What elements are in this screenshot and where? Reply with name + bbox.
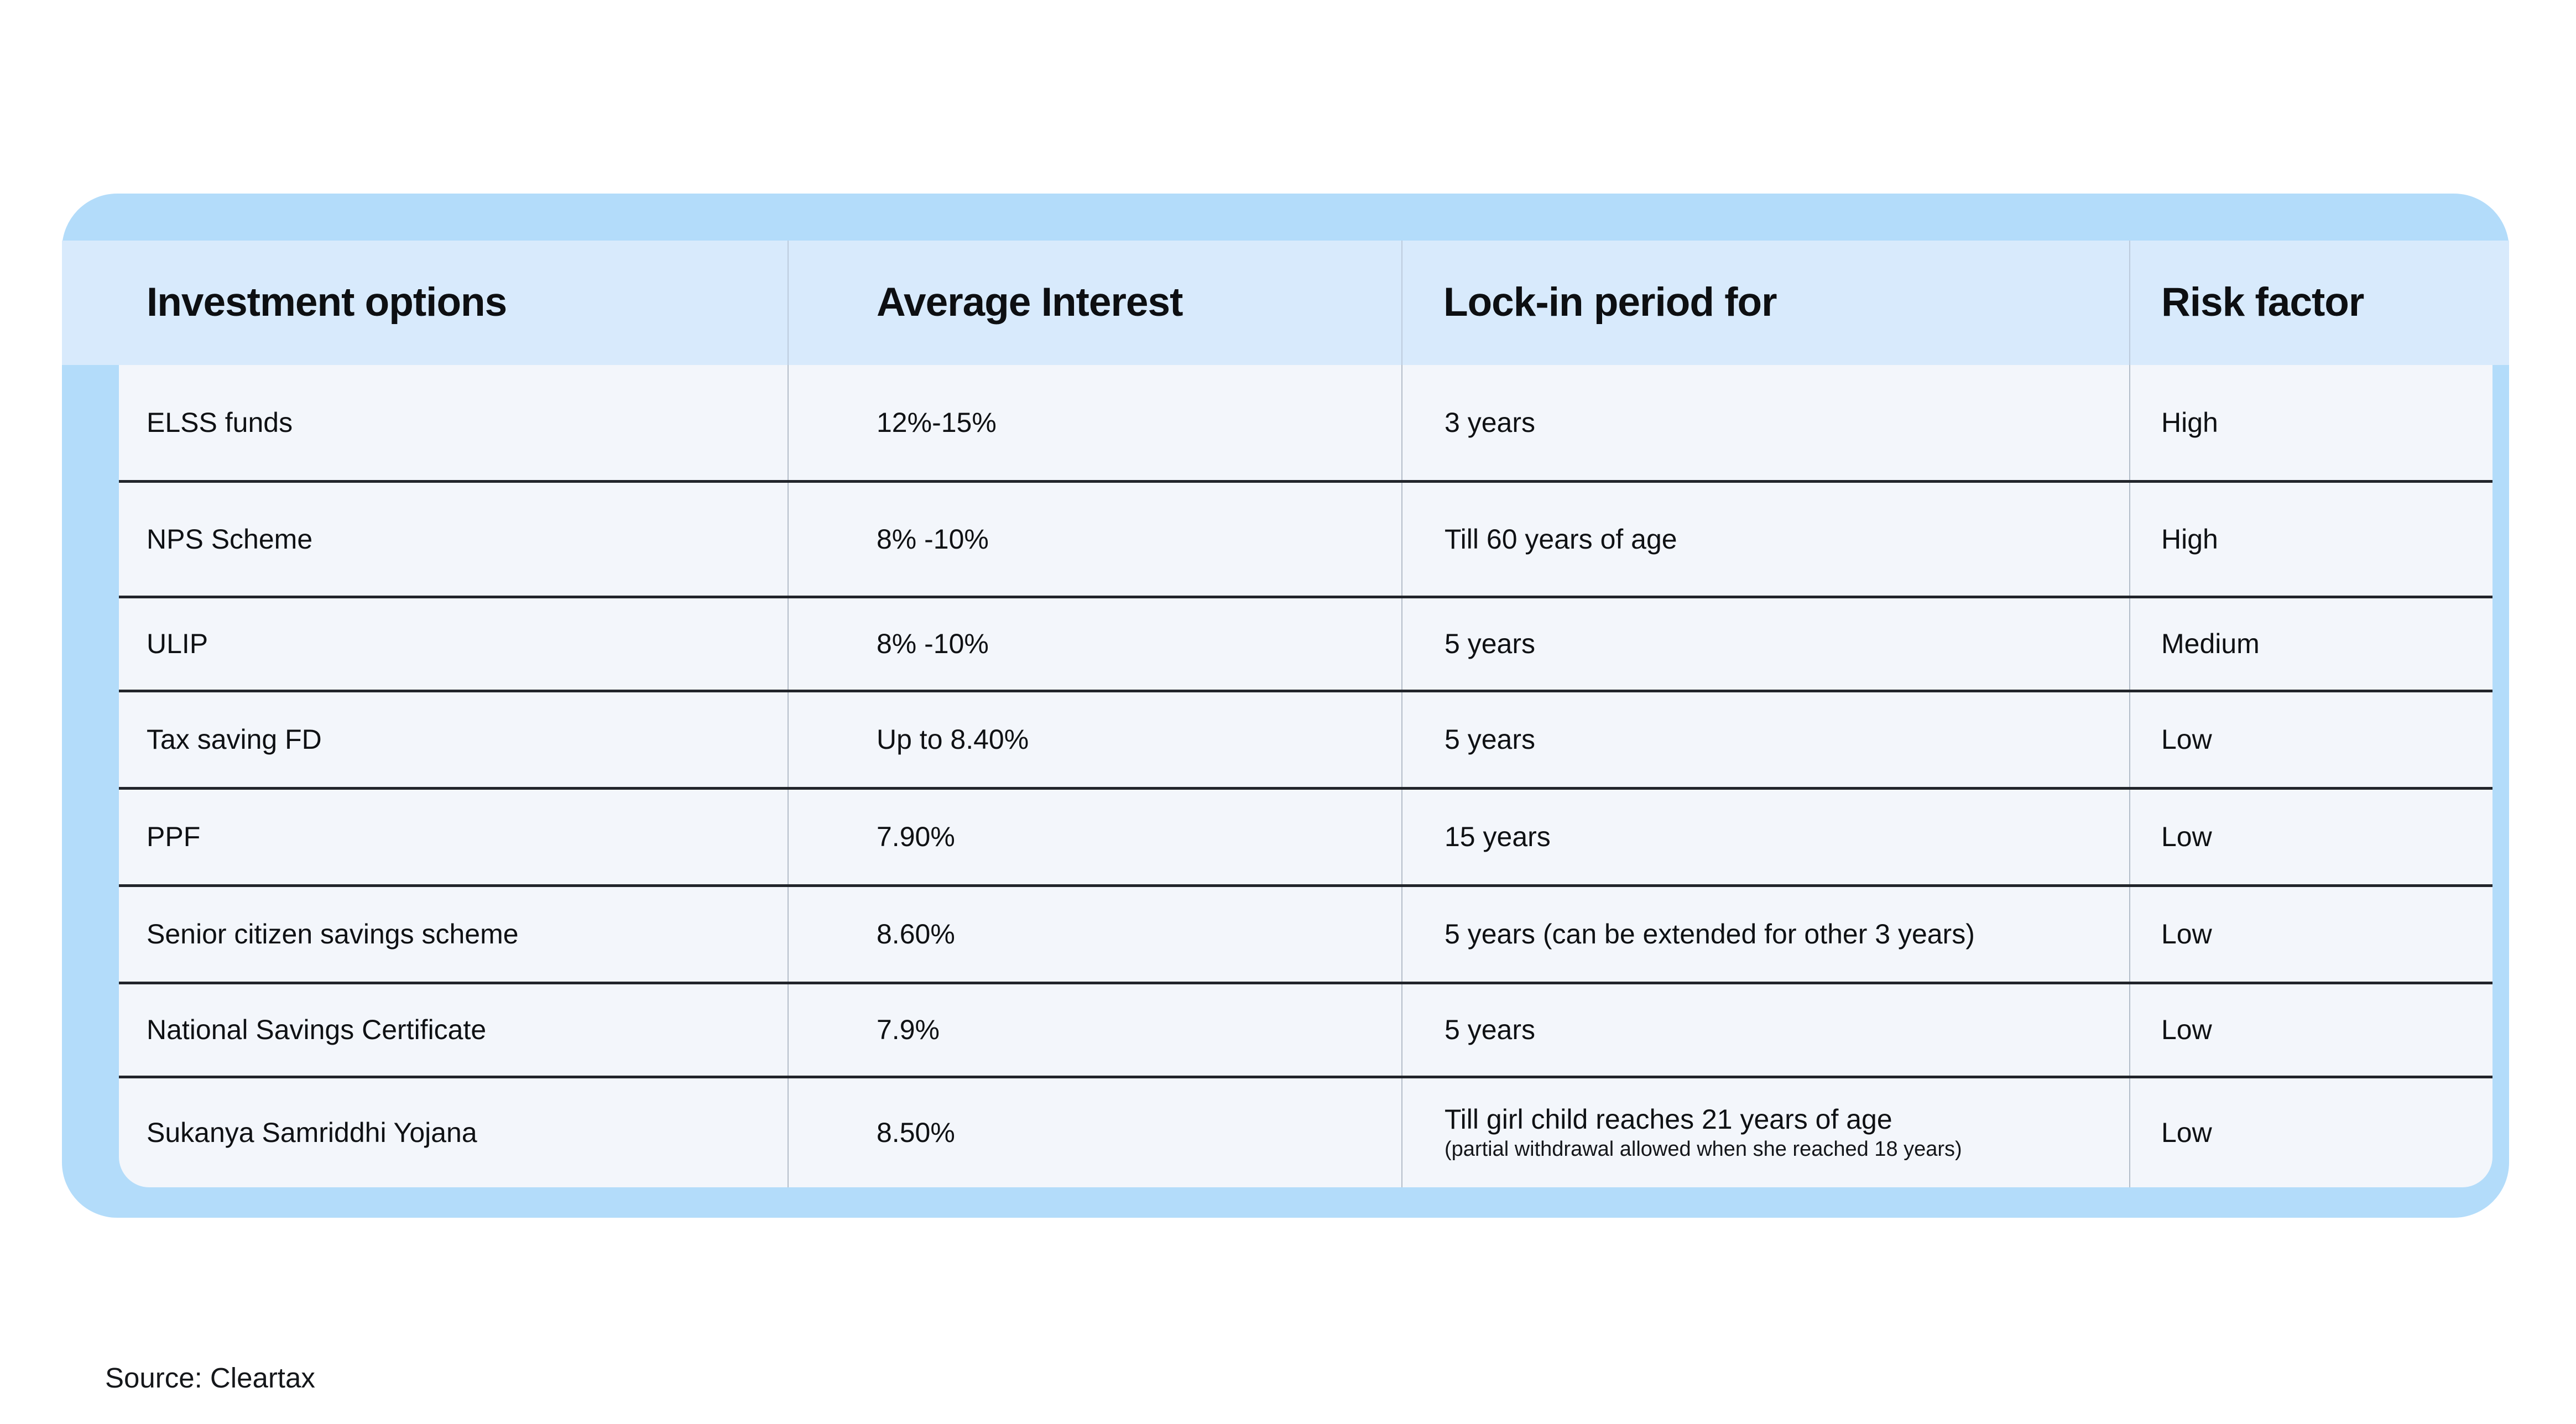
table-row-elss-funds: ELSS funds 12%-15% 3 years High (119, 365, 2492, 483)
cell-interest: 8% -10% (877, 523, 989, 555)
cell-interest: Up to 8.40% (877, 724, 1029, 755)
investment-table-card: Investment options Average Interest Lock… (62, 194, 2509, 1218)
cell-interest: 7.90% (877, 821, 955, 852)
cell-risk: Low (2161, 724, 2212, 755)
cell-risk: Low (2161, 821, 2212, 852)
header-column-divider (788, 241, 789, 365)
cell-option: Sukanya Samriddhi Yojana (147, 1117, 477, 1148)
cell-risk: High (2161, 523, 2218, 555)
header-column-divider (2129, 241, 2130, 365)
lockin-text: 5 years (1445, 724, 1535, 755)
table-row-national-savings-certificate: National Savings Certificate 7.9% 5 year… (119, 984, 2492, 1078)
cell-lockin: 3 years (1401, 406, 2129, 440)
table-header-row: Investment options Average Interest Lock… (62, 241, 2509, 365)
lockin-text: 5 years (can be extended for other 3 yea… (1445, 919, 1975, 950)
column-header-lockin-period: Lock-in period for (1443, 280, 1777, 325)
cell-lockin: 5 years (1401, 723, 2129, 757)
cell-option: Tax saving FD (147, 724, 322, 755)
table-row-senior-citizen-savings-scheme: Senior citizen savings scheme 8.60% 5 ye… (119, 887, 2492, 984)
cell-interest: 12%-15% (877, 406, 997, 438)
lockin-text: 3 years (1445, 406, 1535, 438)
header-column-divider (1401, 241, 1402, 365)
cell-risk: Low (2161, 1117, 2212, 1148)
table-row-tax-saving-fd: Tax saving FD Up to 8.40% 5 years Low (119, 692, 2492, 790)
cell-interest: 8.50% (877, 1117, 955, 1148)
table-row-ppf: PPF 7.90% 15 years Low (119, 790, 2492, 887)
lockin-text: 5 years (1445, 1014, 1535, 1045)
cell-interest: 8% -10% (877, 628, 989, 659)
column-header-risk-factor: Risk factor (2161, 280, 2364, 325)
lockin-text: 15 years (1445, 821, 1551, 852)
cell-option: ELSS funds (147, 406, 293, 438)
cell-interest: 8.60% (877, 919, 955, 950)
cell-risk: Low (2161, 1014, 2212, 1045)
cell-option: ULIP (147, 628, 208, 659)
column-divider (788, 365, 789, 1187)
lockin-note: (partial withdrawal allowed when she rea… (1445, 1138, 1962, 1161)
cell-lockin: Till girl child reaches 21 years of age … (1401, 1103, 2129, 1163)
column-header-investment-options: Investment options (147, 280, 507, 325)
cell-lockin: 5 years (1401, 1013, 2129, 1047)
lockin-text: Till 60 years of age (1445, 523, 1677, 555)
cell-option: NPS Scheme (147, 523, 313, 555)
lockin-text: 5 years (1445, 628, 1535, 659)
column-divider (1401, 365, 1402, 1187)
cell-lockin: 5 years (1401, 627, 2129, 661)
cell-option: National Savings Certificate (147, 1014, 487, 1045)
source-attribution: Source: Cleartax (105, 1362, 315, 1394)
cell-option: Senior citizen savings scheme (147, 919, 519, 950)
cell-option: PPF (147, 821, 201, 852)
cell-lockin: 5 years (can be extended for other 3 yea… (1401, 917, 2129, 951)
cell-lockin: 15 years (1401, 820, 2129, 854)
column-header-average-interest: Average Interest (877, 280, 1183, 325)
lockin-text: Till girl child reaches 21 years of age (1445, 1104, 1892, 1135)
cell-interest: 7.9% (877, 1014, 940, 1045)
table-body: ELSS funds 12%-15% 3 years High NPS Sche… (119, 365, 2492, 1187)
table-row-nps-scheme: NPS Scheme 8% -10% Till 60 years of age … (119, 483, 2492, 598)
table-row-ulip: ULIP 8% -10% 5 years Medium (119, 598, 2492, 692)
cell-risk: Medium (2161, 628, 2260, 659)
cell-lockin: Till 60 years of age (1401, 523, 2129, 556)
cell-risk: Low (2161, 919, 2212, 950)
cell-risk: High (2161, 406, 2218, 438)
table-row-sukanya-samriddhi-yojana: Sukanya Samriddhi Yojana 8.50% Till girl… (119, 1078, 2492, 1187)
column-divider (2129, 365, 2130, 1187)
